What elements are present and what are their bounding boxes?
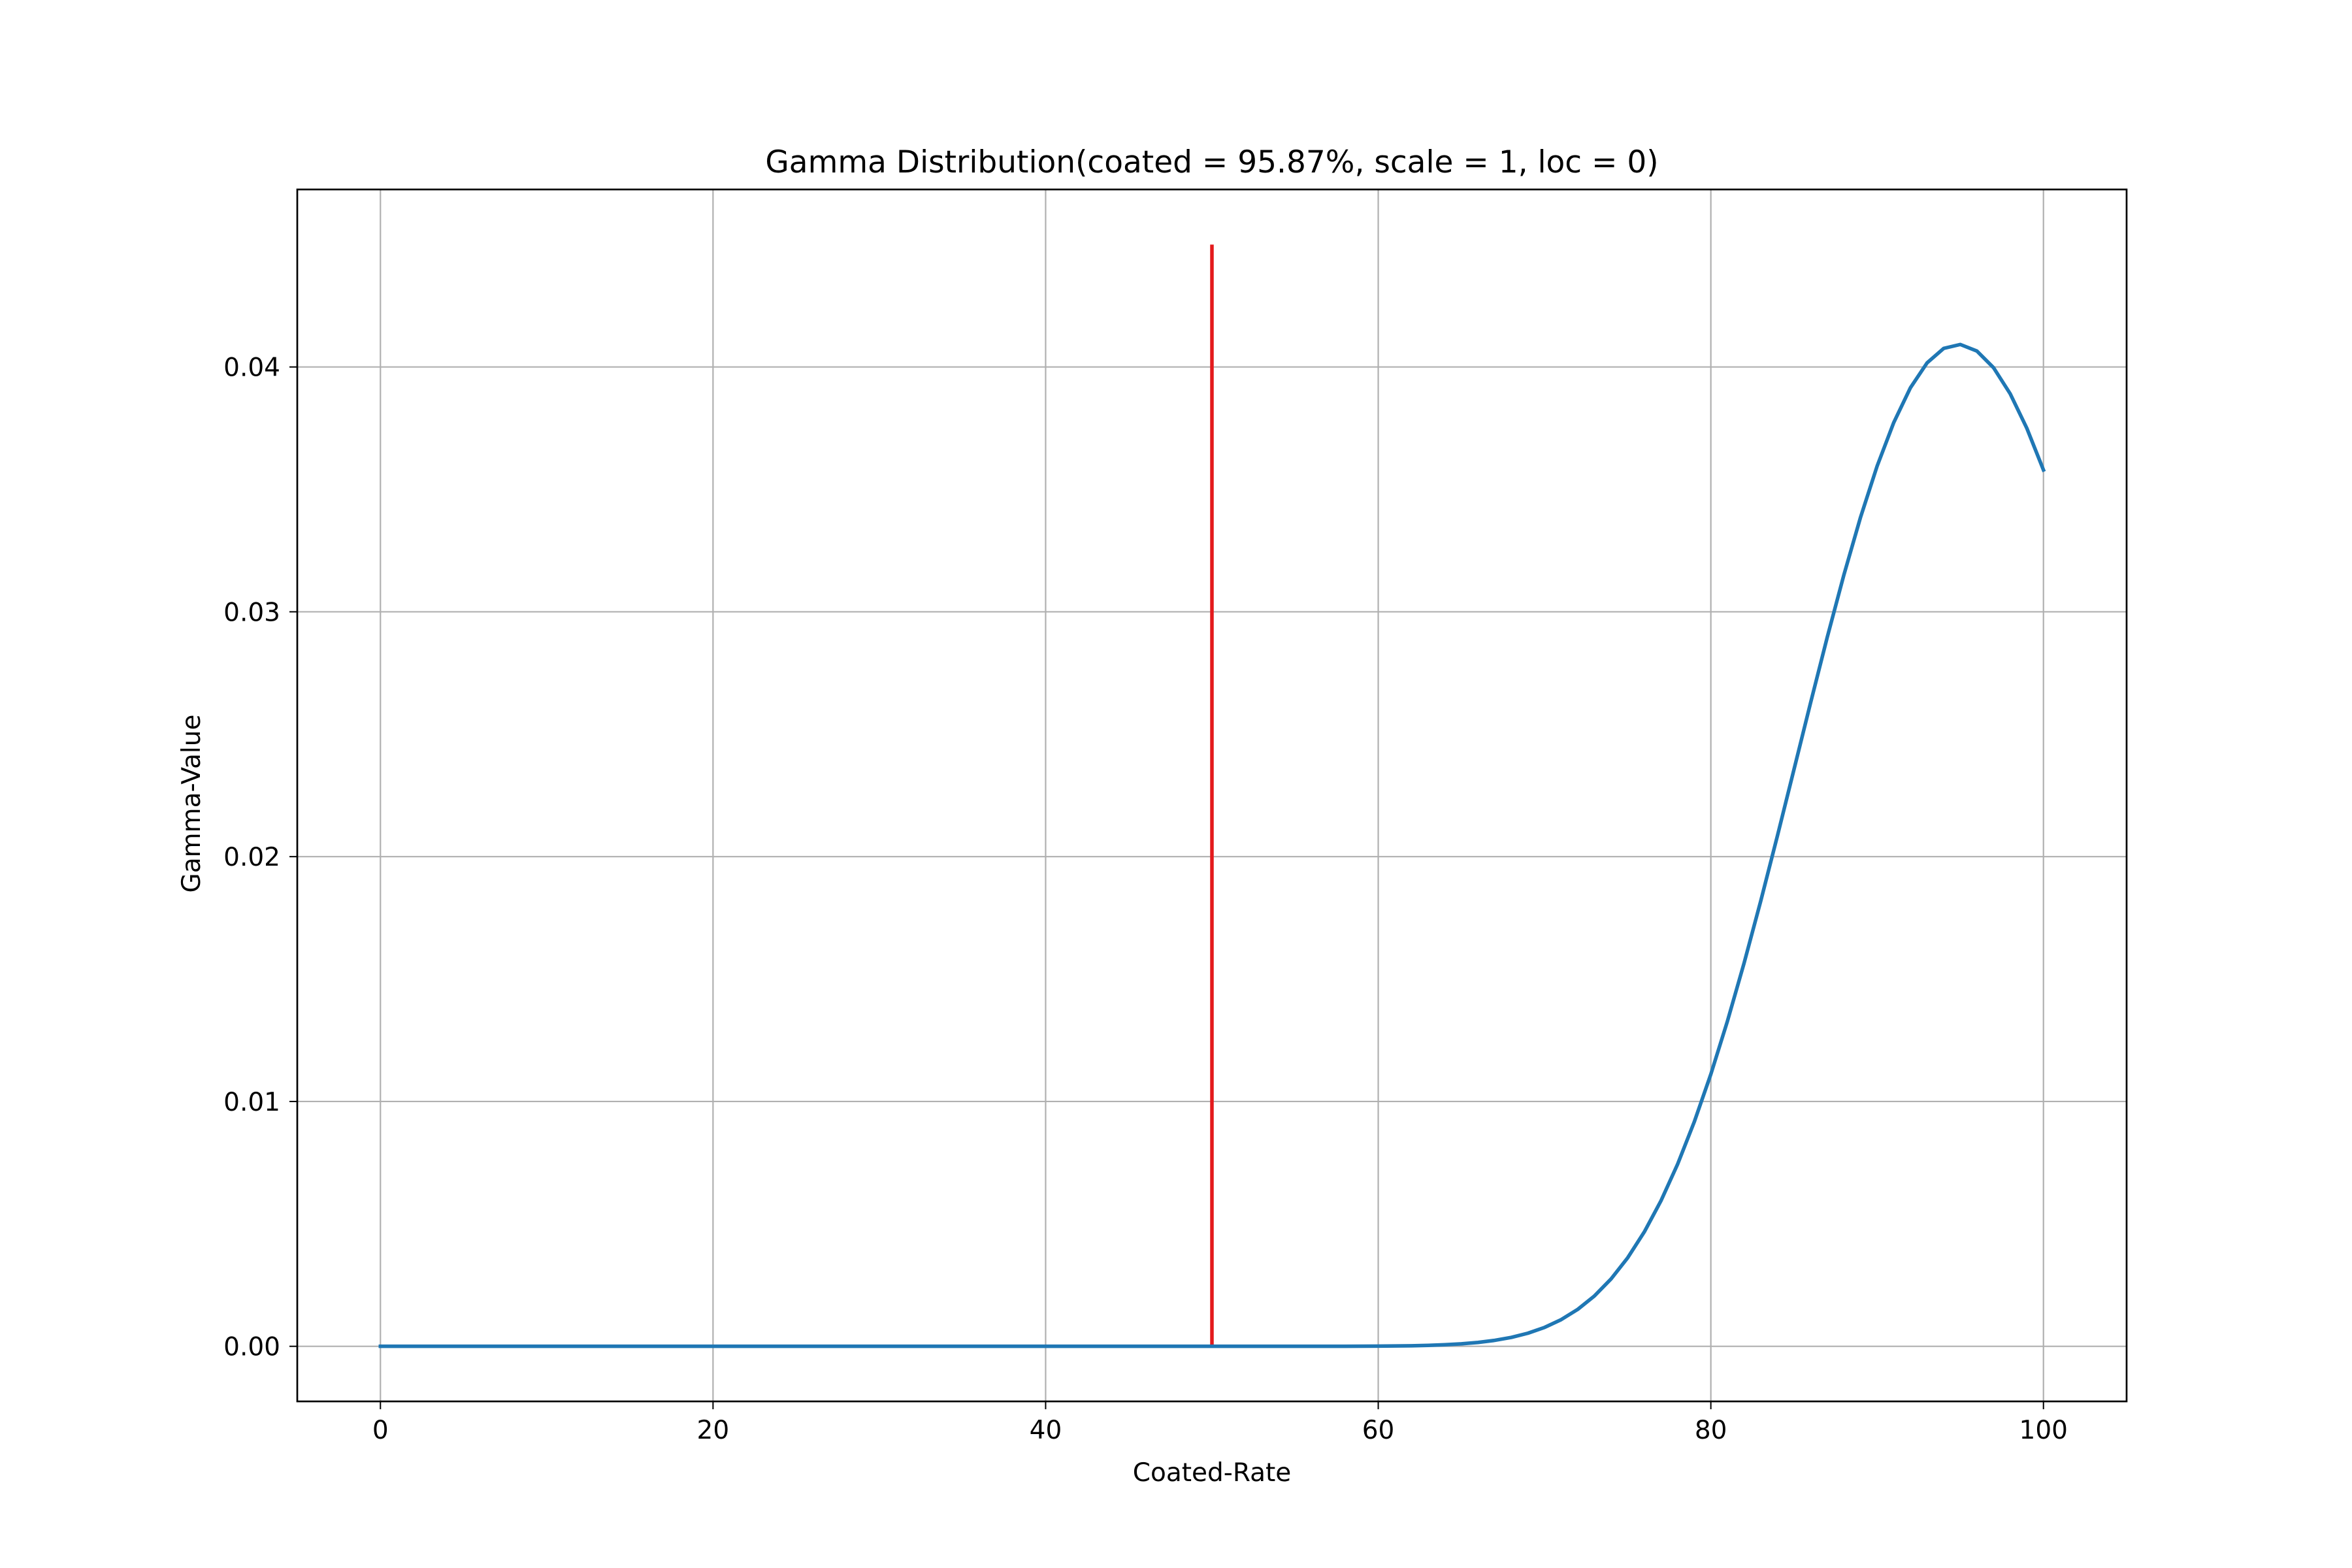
y-tick-label: 0.00 [223, 1333, 280, 1362]
y-tick-label: 0.04 [223, 353, 280, 383]
chart-title: Gamma Distribution(coated = 95.87%, scal… [765, 144, 1658, 180]
y-tick-label: 0.03 [223, 598, 280, 627]
x-tick-label: 40 [1030, 1416, 1062, 1445]
x-axis-title: Coated-Rate [1133, 1458, 1292, 1488]
x-tick-label: 0 [372, 1416, 389, 1445]
x-axis: 0 20 40 60 80 100 [372, 1401, 2068, 1445]
y-axis: 0.00 0.01 0.02 0.03 0.04 [223, 353, 297, 1362]
x-tick-label: 60 [1362, 1416, 1395, 1445]
y-axis-title: Gamma-Value [177, 715, 206, 893]
x-tick-label: 100 [2019, 1416, 2068, 1445]
axes-frame [296, 188, 2128, 1403]
x-tick-label: 20 [697, 1416, 730, 1445]
plot-area [378, 244, 2046, 1348]
x-tick-label: 80 [1695, 1416, 1727, 1445]
y-tick-label: 0.02 [223, 843, 280, 872]
y-tick-label: 0.01 [223, 1088, 280, 1117]
series-line [378, 342, 2046, 1348]
